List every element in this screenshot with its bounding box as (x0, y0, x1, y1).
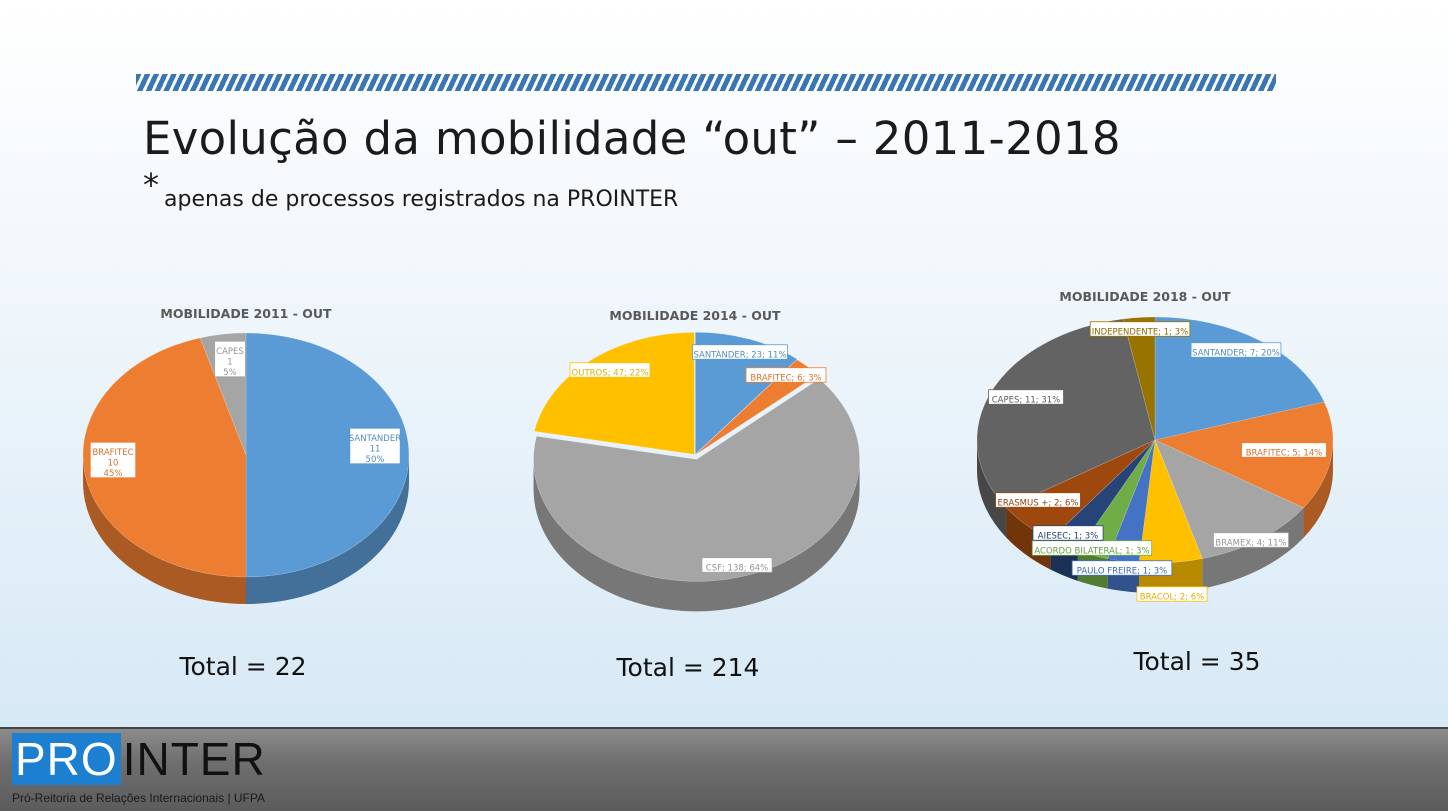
svg-text:ACORDO BILATERAL; 1; 3%: ACORDO BILATERAL; 1; 3% (1034, 546, 1149, 556)
svg-text:CSF; 138; 64%: CSF; 138; 64% (706, 563, 768, 573)
svg-text:PAULO FREIRE; 1; 3%: PAULO FREIRE; 1; 3% (1077, 566, 1167, 576)
pie-2-label-paulo-freire: PAULO FREIRE; 1; 3% (1071, 560, 1173, 576)
pie-1-label-csf: CSF; 138; 64% (701, 557, 773, 573)
pie-2-label-erasmus-: ERASMUS +; 2; 6% (995, 492, 1081, 508)
svg-text:11: 11 (370, 444, 381, 454)
svg-text:SANTANDER: SANTANDER (349, 434, 401, 444)
pie-2-label-capes: CAPES; 11; 31% (988, 389, 1064, 405)
logo-subtitle: Pró-Reitoria de Relações Internacionais … (12, 791, 266, 805)
pie-2-label-brafitec: BRAFITEC; 5; 14% (1241, 442, 1327, 458)
pie-1: SANTANDER; 23; 11% BRAFITEC; 6; 3% CSF; 13… (533, 331, 860, 612)
chart-title-2018: MOBILIDADE 2018 - OUT (1059, 289, 1231, 304)
pie-0-slice-brafitec (82, 337, 247, 578)
svg-text:AIESEC; 1; 3%: AIESEC; 1; 3% (1038, 531, 1098, 541)
pie-2: SANTANDER; 7; 20% BRAFITEC; 5; 14% BRAMEX;… (976, 316, 1334, 602)
svg-text:5%: 5% (223, 368, 237, 378)
svg-text:BRACOL; 2; 6%: BRACOL; 2; 6% (1140, 592, 1204, 602)
chart-title-2011: MOBILIDADE 2011 - OUT (160, 306, 332, 321)
logo-pro-text: PRO (12, 733, 121, 785)
pie-2-label-santander: SANTANDER; 7; 20% (1190, 342, 1282, 358)
pie-2-label-independente: INDEPENDENTE; 1; 3% (1089, 321, 1191, 337)
pie-1-label-outros: OUTROS; 47; 22% (569, 362, 651, 378)
svg-text:1: 1 (227, 357, 232, 367)
total-2011: Total = 22 (179, 652, 307, 681)
pie-2-label-bramex: BRAMEX; 4; 11% (1213, 532, 1289, 548)
svg-text:OUTROS; 47; 22%: OUTROS; 47; 22% (572, 368, 649, 378)
pie-2-label-aiesec: AIESEC; 1; 3% (1032, 525, 1104, 541)
svg-text:CAPES: CAPES (216, 347, 244, 357)
svg-text:10: 10 (108, 458, 119, 468)
pie-2-label-bracol: BRACOL; 2; 6% (1136, 586, 1208, 602)
pie-1-side-csf (533, 459, 860, 612)
chart-title-2014: MOBILIDADE 2014 - OUT (609, 308, 781, 323)
svg-text:ERASMUS +; 2; 6%: ERASMUS +; 2; 6% (998, 498, 1079, 508)
pie-1-slice-outros (533, 332, 695, 455)
pie-2-slice-independente (1122, 316, 1156, 441)
svg-text:BRAMEX; 4; 11%: BRAMEX; 4; 11% (1215, 538, 1286, 548)
svg-text:INDEPENDENTE; 1; 3%: INDEPENDENTE; 1; 3% (1092, 327, 1189, 337)
pie-1-label-brafitec: BRAFITEC; 6; 3% (745, 367, 827, 383)
pie-0-slice-santander (245, 332, 410, 578)
slide-subtitle: apenas de processos registrados na PROIN… (164, 187, 679, 212)
total-2018: Total = 35 (1133, 647, 1261, 676)
svg-text:45%: 45% (104, 469, 123, 479)
svg-text:SANTANDER; 23; 11%: SANTANDER; 23; 11% (693, 350, 786, 360)
pie-0-side-brafitec (83, 455, 246, 604)
svg-text:BRAFITEC: BRAFITEC (92, 448, 133, 458)
footer-band (0, 727, 1448, 811)
slide-title: Evolução da mobilidade “out” – 2011-2018 (143, 112, 1121, 165)
total-2014: Total = 214 (616, 653, 760, 682)
pie-1-label-santander: SANTANDER; 23; 11% (692, 344, 788, 360)
svg-text:50%: 50% (366, 455, 385, 465)
pie-2-side-bramex (1202, 507, 1304, 589)
prointer-logo: PRO INTER (12, 733, 268, 785)
svg-text:BRAFITEC; 6; 3%: BRAFITEC; 6; 3% (750, 373, 821, 383)
pie-2-side-capes (977, 440, 1007, 538)
pie-2-side-brafitec (1303, 440, 1333, 538)
decorative-stripe (136, 74, 1276, 91)
pie-1-slice-csf (533, 378, 860, 582)
logo-inter-text: INTER (122, 733, 266, 785)
pie-0-side-santander (246, 455, 409, 604)
svg-text:CAPES; 11; 31%: CAPES; 11; 31% (992, 395, 1060, 405)
asterisk-mark: * (143, 166, 159, 204)
svg-text:BRAFITEC; 5; 14%: BRAFITEC; 5; 14% (1246, 448, 1323, 458)
svg-text:SANTANDER; 7; 20%: SANTANDER; 7; 20% (1192, 348, 1280, 358)
pie-1-slice-santander (695, 331, 798, 455)
pie-2-label-acordo-bilateral: ACORDO BILATERAL; 1; 3% (1031, 540, 1153, 556)
